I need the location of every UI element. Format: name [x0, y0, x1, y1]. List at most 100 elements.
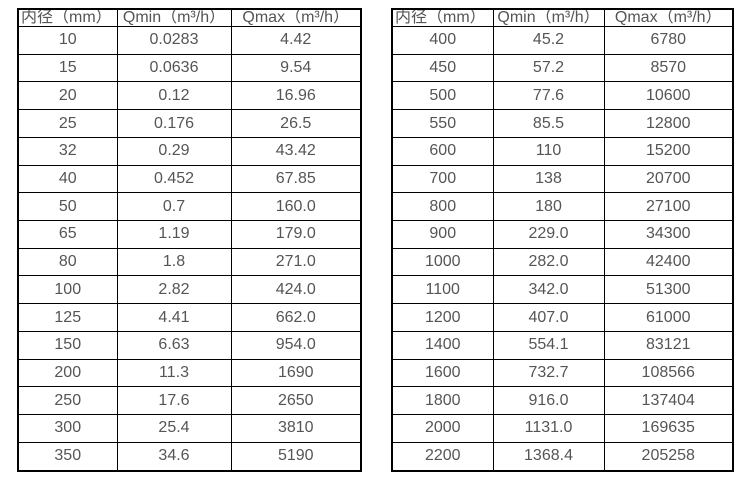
qmin-cell: 916.0: [492, 386, 605, 416]
diameter-cell: 2200: [391, 441, 494, 472]
table-row: 700 138 20700: [391, 164, 734, 194]
qmax-cell: 67.85: [230, 164, 362, 194]
column-header-diameter: 内径（mm）: [17, 8, 118, 27]
qmax-cell: 16.96: [230, 81, 362, 111]
table-row: 800 180 27100: [391, 192, 734, 222]
qmin-cell: 0.12: [116, 81, 232, 111]
qmin-cell: 0.0283: [116, 26, 232, 55]
qmax-cell: 2650: [230, 386, 362, 416]
table-row: 50 0.7 160.0: [17, 192, 362, 222]
qmax-cell: 43.42: [230, 136, 362, 166]
column-header-qmax: Qmax（m³/h）: [230, 8, 362, 27]
qmin-cell: 1.8: [116, 247, 232, 277]
qmax-cell: 662.0: [230, 303, 362, 332]
qmin-cell: 0.7: [116, 192, 232, 222]
table-row: 1100 342.0 51300: [391, 275, 734, 305]
qmin-cell: 1.19: [116, 220, 232, 249]
table-row: 450 57.2 8570: [391, 53, 734, 83]
table-row: 65 1.19 179.0: [17, 220, 362, 249]
qmax-cell: 9.54: [230, 53, 362, 83]
qmax-cell: 1690: [230, 358, 362, 388]
qmin-cell: 85.5: [492, 109, 605, 138]
diameter-cell: 10: [17, 26, 118, 55]
qmin-cell: 282.0: [492, 247, 605, 277]
diameter-cell: 500: [391, 81, 494, 111]
qmin-cell: 229.0: [492, 220, 605, 249]
header-row: 内径（mm） Qmin（m³/h） Qmax（m³/h）: [391, 8, 734, 27]
qmax-cell: 271.0: [230, 247, 362, 277]
table-row: 25 0.176 26.5: [17, 109, 362, 138]
table-row: 900 229.0 34300: [391, 220, 734, 249]
qmin-cell: 34.6: [116, 441, 232, 472]
qmax-cell: 169635: [603, 414, 734, 443]
diameter-cell: 400: [391, 26, 494, 55]
qmax-cell: 34300: [603, 220, 734, 249]
qmin-cell: 732.7: [492, 358, 605, 388]
diameter-cell: 20: [17, 81, 118, 111]
qmax-cell: 179.0: [230, 220, 362, 249]
table-row: 1000 282.0 42400: [391, 247, 734, 277]
qmax-cell: 42400: [603, 247, 734, 277]
qmax-cell: 8570: [603, 53, 734, 83]
diameter-cell: 800: [391, 192, 494, 222]
diameter-cell: 300: [17, 414, 118, 443]
qmax-cell: 27100: [603, 192, 734, 222]
table-row: 200 11.3 1690: [17, 358, 362, 388]
diameter-cell: 2000: [391, 414, 494, 443]
diameter-cell: 1000: [391, 247, 494, 277]
table-row: 350 34.6 5190: [17, 441, 362, 472]
table-row: 2000 1131.0 169635: [391, 414, 734, 443]
table-row: 1400 554.1 83121: [391, 330, 734, 360]
column-header-qmin: Qmin（m³/h）: [116, 8, 232, 27]
table-row: 500 77.6 10600: [391, 81, 734, 111]
qmax-cell: 4.42: [230, 26, 362, 55]
qmax-cell: 954.0: [230, 330, 362, 360]
table-row: 15 0.0636 9.54: [17, 53, 362, 83]
qmin-cell: 0.452: [116, 164, 232, 194]
column-header-diameter: 内径（mm）: [391, 8, 494, 27]
table-row: 1800 916.0 137404: [391, 386, 734, 416]
qmin-cell: 1131.0: [492, 414, 605, 443]
diameter-cell: 150: [17, 330, 118, 360]
diameter-cell: 32: [17, 136, 118, 166]
diameter-cell: 700: [391, 164, 494, 194]
diameter-cell: 250: [17, 386, 118, 416]
table-row: 150 6.63 954.0: [17, 330, 362, 360]
table-row: 20 0.12 16.96: [17, 81, 362, 111]
small-diameter-flow-table: 内径（mm） Qmin（m³/h） Qmax（m³/h） 10 0.0283 4.4…: [17, 8, 362, 472]
diameter-cell: 125: [17, 303, 118, 332]
qmax-cell: 12800: [603, 109, 734, 138]
diameter-cell: 350: [17, 441, 118, 472]
qmax-cell: 61000: [603, 303, 734, 332]
qmin-cell: 554.1: [492, 330, 605, 360]
qmax-cell: 15200: [603, 136, 734, 166]
qmin-cell: 4.41: [116, 303, 232, 332]
diameter-cell: 550: [391, 109, 494, 138]
diameter-cell: 40: [17, 164, 118, 194]
diameter-cell: 1100: [391, 275, 494, 305]
diameter-cell: 65: [17, 220, 118, 249]
diameter-cell: 50: [17, 192, 118, 222]
table-row: 250 17.6 2650: [17, 386, 362, 416]
table-row: 32 0.29 43.42: [17, 136, 362, 166]
diameter-cell: 450: [391, 53, 494, 83]
diameter-cell: 900: [391, 220, 494, 249]
table-row: 2200 1368.4 205258: [391, 441, 734, 472]
diameter-cell: 80: [17, 247, 118, 277]
diameter-cell: 600: [391, 136, 494, 166]
diameter-cell: 1600: [391, 358, 494, 388]
diameter-cell: 15: [17, 53, 118, 83]
table-row: 80 1.8 271.0: [17, 247, 362, 277]
diameter-cell: 1400: [391, 330, 494, 360]
qmax-cell: 160.0: [230, 192, 362, 222]
qmin-cell: 138: [492, 164, 605, 194]
qmin-cell: 6.63: [116, 330, 232, 360]
qmax-cell: 108566: [603, 358, 734, 388]
table-row: 400 45.2 6780: [391, 26, 734, 55]
qmin-cell: 17.6: [116, 386, 232, 416]
qmin-cell: 45.2: [492, 26, 605, 55]
qmin-cell: 11.3: [116, 358, 232, 388]
qmax-cell: 20700: [603, 164, 734, 194]
qmax-cell: 6780: [603, 26, 734, 55]
table-row: 1600 732.7 108566: [391, 358, 734, 388]
